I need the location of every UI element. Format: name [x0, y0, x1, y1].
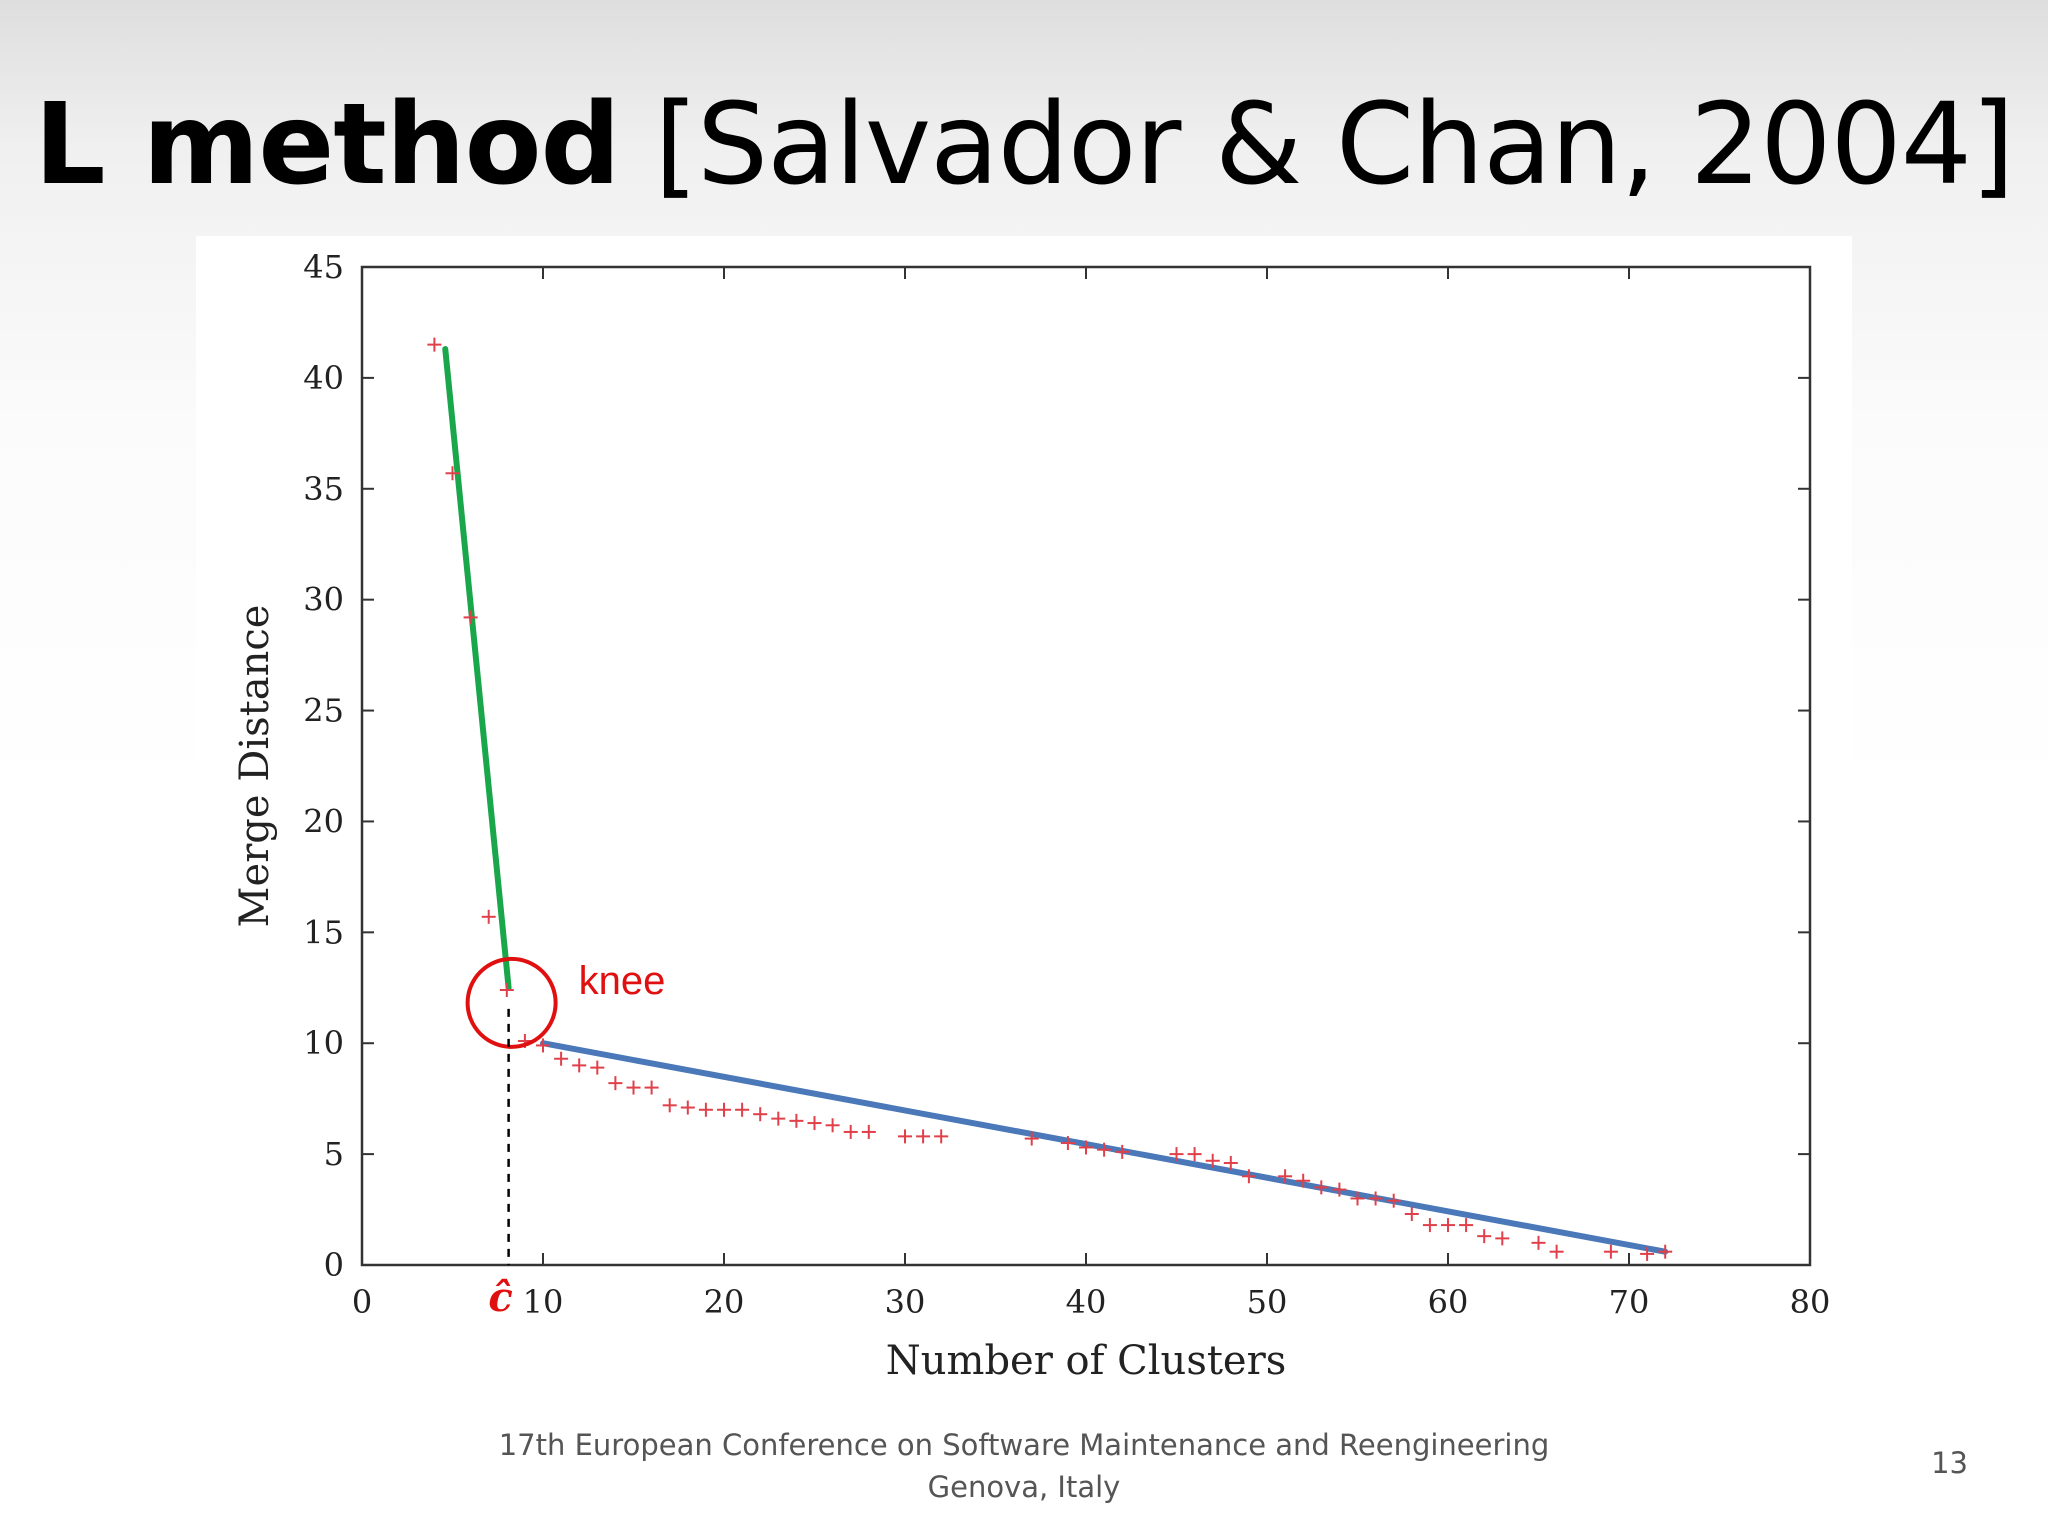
y-tick-label: 25: [303, 692, 344, 730]
merge-distance-chart: 0 10 20 30 40 50 60 70 80 0 5 10 15 20 25 30 35 40 45 knee…: [232, 248, 1830, 1384]
data-point: [608, 1076, 623, 1091]
data-point: [916, 1129, 931, 1144]
y-tick-label: 45: [303, 248, 344, 286]
data-point: [481, 909, 496, 924]
x-tick-label: 40: [1066, 1283, 1107, 1321]
y-tick-label: 10: [303, 1024, 344, 1062]
data-point: [1278, 1169, 1293, 1184]
knee-label: knee: [579, 959, 666, 1003]
data-point: [626, 1080, 641, 1095]
data-point: [680, 1100, 695, 1115]
data-point: [1368, 1191, 1383, 1206]
data-point: [1223, 1155, 1238, 1170]
x-tick-label: 80: [1790, 1283, 1831, 1321]
data-point: [1097, 1142, 1112, 1157]
slide-title-citation: [Salvador & Chan, 2004]: [654, 80, 2014, 210]
data-point: [1531, 1235, 1546, 1250]
data-point: [463, 610, 478, 625]
chart-panel: 0 10 20 30 40 50 60 70 80 0 5 10 15 20 25 30 35 40 45 knee…: [196, 236, 1852, 1396]
y-tick-label: 30: [303, 581, 344, 619]
data-point: [771, 1111, 786, 1126]
slide-number: 13: [1931, 1446, 1968, 1480]
data-point: [1314, 1180, 1329, 1195]
x-tick-label: 20: [704, 1283, 745, 1321]
x-tick-label: 30: [885, 1283, 926, 1321]
data-point: [807, 1116, 822, 1131]
footer-location: Genova, Italy: [927, 1470, 1121, 1504]
data-point: [1115, 1144, 1130, 1159]
y-tick-label: 35: [303, 470, 344, 508]
annotation-layer: knee ĉ: [465, 956, 666, 1321]
data-point: [698, 1102, 713, 1117]
x-tick-label: 0: [352, 1283, 372, 1321]
data-point: [554, 1051, 569, 1066]
axes-layer: 0 10 20 30 40 50 60 70 80 0 5 10 15 20 25 30 35 40 45: [303, 248, 1830, 1321]
data-point: [1169, 1147, 1184, 1162]
x-tick-label: 50: [1247, 1283, 1288, 1321]
data-point: [1441, 1218, 1455, 1233]
data-point: [590, 1060, 605, 1075]
y-tick-label: 20: [303, 802, 344, 840]
fit-lines-layer: [442, 346, 1669, 1255]
data-point: [1459, 1218, 1474, 1233]
data-point: [843, 1124, 858, 1139]
plot-frame: [360, 265, 1812, 1267]
data-point: [1603, 1244, 1618, 1259]
data-point: [1205, 1153, 1220, 1168]
x-tick-label: 70: [1609, 1283, 1650, 1321]
data-point: [572, 1058, 587, 1073]
footer-conference-name: 17th European Conference on Software Mai…: [498, 1428, 1550, 1462]
knee-circle: [465, 956, 558, 1049]
data-point: [825, 1118, 840, 1133]
x-tick-label: 60: [1428, 1283, 1469, 1321]
data-point: [644, 1080, 659, 1095]
data-point: [1422, 1218, 1437, 1233]
data-point: [536, 1038, 550, 1053]
data-point: [427, 337, 442, 352]
steep-fit-line: [442, 346, 512, 991]
data-point: [1060, 1136, 1075, 1151]
data-point: [753, 1107, 768, 1122]
data-point: [1332, 1182, 1347, 1197]
y-tick-label: 5: [324, 1135, 344, 1173]
data-point: [898, 1129, 912, 1144]
slide-title: L method [Salvador & Chan, 2004]: [0, 70, 2048, 220]
data-point: [1477, 1229, 1492, 1244]
knee-cut-label: ĉ: [488, 1274, 512, 1321]
data-point: [1404, 1206, 1419, 1221]
data-point: [1658, 1244, 1673, 1259]
data-point: [717, 1102, 731, 1117]
data-point: [1350, 1191, 1365, 1206]
data-point: [861, 1124, 876, 1139]
data-point: [499, 982, 514, 997]
data-point: [1549, 1244, 1564, 1259]
data-points-layer: [427, 337, 1673, 1261]
data-point: [1296, 1173, 1311, 1188]
data-point: [445, 466, 460, 481]
slide-title-bold: L method: [34, 80, 620, 210]
data-point: [735, 1102, 750, 1117]
data-point: [1495, 1231, 1510, 1246]
data-point: [1024, 1131, 1039, 1146]
data-point: [1187, 1147, 1202, 1162]
y-axis-label: Merge Distance: [232, 605, 278, 928]
data-point: [662, 1098, 677, 1113]
data-point: [1386, 1193, 1401, 1208]
data-point: [1079, 1140, 1093, 1155]
data-point: [1640, 1246, 1655, 1261]
y-tick-label: 0: [324, 1246, 344, 1284]
x-axis-label: Number of Clusters: [886, 1338, 1287, 1384]
y-tick-label: 15: [303, 913, 344, 951]
data-point: [934, 1129, 949, 1144]
y-tick-label: 40: [303, 359, 344, 397]
x-tick-label: 10: [523, 1283, 564, 1321]
data-point: [789, 1113, 804, 1128]
footer-conference: 17th European Conference on Software Mai…: [420, 1424, 1628, 1508]
data-point: [1241, 1169, 1256, 1184]
